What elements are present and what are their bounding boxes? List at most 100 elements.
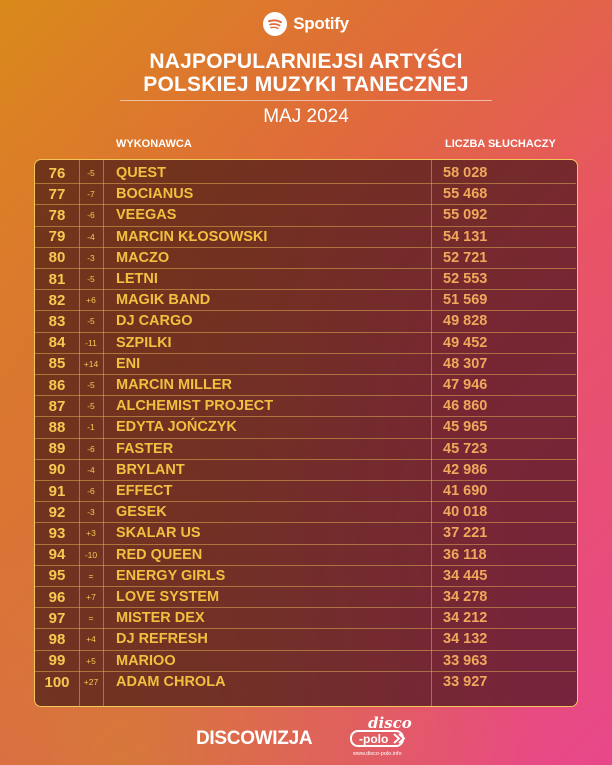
spotify-icon	[263, 12, 288, 36]
month-label: MAJ 2024	[263, 106, 349, 127]
rank-cell: 99	[48, 652, 66, 670]
title-line-2: POLSKIEJ MUZYKI TANECZNEJ	[143, 73, 469, 96]
listeners-cell: 48 307	[443, 355, 488, 372]
brand-name: Spotify	[293, 14, 349, 33]
change-cell: +7	[86, 592, 96, 603]
artist-cell: ALCHEMIST PROJECT	[116, 398, 274, 415]
listeners-cell: 42 986	[443, 461, 488, 478]
footer-brand: DISCOWIZJA	[196, 728, 313, 749]
rank-cell: 97	[48, 609, 66, 627]
artist-cell: MISTER DEX	[116, 610, 205, 627]
change-cell: +3	[86, 528, 96, 539]
table-row: 92 -3 GESEK 40 018	[35, 502, 576, 524]
listeners-cell: 45 723	[443, 440, 488, 457]
table-row: 89 -6 FASTER 45 723	[35, 439, 576, 460]
change-cell: -11	[85, 337, 97, 348]
change-cell: -6	[87, 443, 95, 454]
disco-polo-logo: disco -polo www.disco-polo.info	[350, 713, 414, 759]
column-header-artist: WYKONAWCA	[116, 138, 192, 150]
table-row: 95 = ENERGY GIRLS 34 445	[35, 566, 576, 587]
listeners-cell: 46 860	[443, 398, 488, 415]
change-cell: =	[88, 570, 94, 581]
table-row: 87 -5 ALCHEMIST PROJECT 46 860	[35, 396, 576, 418]
rank-cell: 83	[48, 312, 66, 330]
change-cell: -3	[87, 507, 95, 518]
logo-url-text: www.disco-polo.info	[352, 751, 402, 757]
listeners-cell: 51 569	[443, 292, 488, 309]
ranking-table: 76 -5 QUEST 58 028 77 -7 BOCIANUS 55 468 78 -6 VEE…	[34, 159, 578, 707]
listeners-cell: 49 452	[443, 334, 488, 351]
artist-cell: BRYLANT	[116, 461, 185, 478]
change-cell: -7	[87, 189, 95, 200]
rank-cell: 78	[48, 206, 66, 224]
change-cell: -10	[84, 549, 98, 560]
listeners-cell: 40 018	[443, 504, 488, 521]
rank-cell: 79	[48, 228, 66, 246]
change-cell: +27	[83, 677, 99, 688]
artist-cell: MAGIK BAND	[116, 292, 211, 309]
listeners-cell: 49 828	[443, 313, 488, 330]
change-cell: -5	[87, 168, 95, 179]
rank-cell: 92	[48, 503, 66, 521]
title-divider	[120, 100, 492, 101]
rank-cell: 96	[48, 588, 66, 606]
rank-cell: 91	[48, 482, 66, 500]
table-row: 82 +6 MAGIK BAND 51 569	[35, 290, 576, 312]
listeners-cell: 41 690	[443, 483, 488, 500]
rank-cell: 94	[48, 546, 66, 564]
table-row: 94 -10 RED QUEEN 36 118	[35, 545, 576, 566]
table-row: 98 +4 DJ REFRESH 34 132	[35, 629, 576, 651]
table-row: 91 -6 EFFECT 41 690	[35, 481, 576, 503]
table-row: 96 +7 LOVE SYSTEM 34 278	[35, 587, 576, 609]
artist-cell: EFFECT	[116, 483, 173, 500]
change-cell: =	[88, 613, 94, 624]
table-row: 80 -3 MACZO 52 721	[35, 248, 576, 269]
listeners-cell: 55 092	[443, 207, 488, 224]
rank-cell: 82	[48, 291, 66, 309]
rank-cell: 90	[48, 461, 66, 479]
artist-cell: DJ REFRESH	[116, 631, 208, 648]
table-row: 78 -6 VEEGAS 55 092	[35, 205, 576, 227]
listeners-cell: 45 965	[443, 419, 488, 436]
change-cell: +4	[86, 634, 96, 645]
listeners-cell: 34 212	[443, 610, 488, 627]
rank-cell: 95	[48, 567, 66, 585]
title-line-1: NAJPOPULARNIEJSI ARTYŚCI	[149, 50, 463, 73]
rank-cell: 77	[48, 185, 66, 203]
table-row: 84 -11 SZPILKI 49 452	[35, 333, 576, 354]
logo-disco-text: disco	[368, 714, 412, 732]
change-cell: -4	[87, 464, 95, 475]
column-header-listeners: LICZBA SŁUCHACZY	[445, 138, 556, 150]
rank-cell: 98	[48, 630, 66, 648]
table-row: 76 -5 QUEST 58 028	[35, 163, 576, 185]
change-cell: -4	[87, 231, 95, 242]
rank-cell: 84	[48, 334, 66, 352]
artist-cell: ENERGY GIRLS	[116, 567, 226, 584]
table-row: 97 = MISTER DEX 34 212	[35, 608, 576, 630]
change-cell: -5	[87, 401, 95, 412]
logo-polo-text: -polo	[359, 732, 388, 746]
rank-cell: 88	[48, 418, 66, 436]
listeners-cell: 52 721	[443, 249, 488, 266]
listeners-cell: 54 131	[443, 228, 488, 245]
listeners-cell: 33 927	[443, 674, 488, 691]
rank-cell: 93	[48, 524, 66, 542]
listeners-cell: 34 445	[443, 567, 488, 584]
artist-cell: QUEST	[116, 165, 166, 182]
change-cell: +6	[86, 295, 96, 306]
listeners-cell: 58 028	[443, 165, 488, 182]
rank-cell: 86	[48, 376, 66, 394]
artist-cell: LOVE SYSTEM	[116, 589, 220, 606]
rank-cell: 76	[48, 164, 66, 182]
table-row: 85 +14 ENI 48 307	[35, 354, 576, 375]
artist-cell: MARCIN MILLER	[116, 377, 232, 394]
listeners-cell: 55 468	[443, 186, 488, 203]
rank-cell: 89	[48, 440, 66, 458]
table-row: 88 -1 EDYTA JOŃCZYK 45 965	[35, 417, 576, 439]
table-row: 93 +3 SKALAR US 37 221	[35, 523, 576, 545]
artist-cell: SKALAR US	[116, 525, 201, 542]
rank-cell: 85	[48, 355, 66, 373]
page-title: NAJPOPULARNIEJSI ARTYŚCI POLSKIEJ MUZYKI…	[0, 50, 612, 96]
listeners-cell: 37 221	[443, 525, 488, 542]
artist-cell: FASTER	[116, 440, 174, 457]
